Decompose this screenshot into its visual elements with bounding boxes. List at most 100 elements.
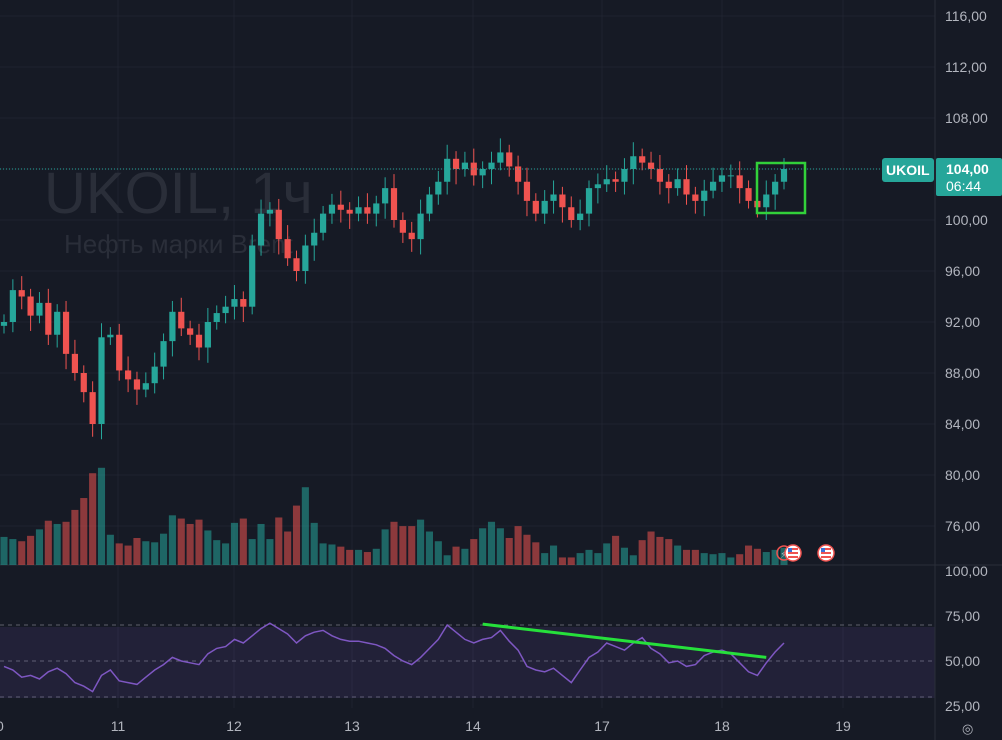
candle-body[interactable] bbox=[780, 169, 788, 182]
candle-body[interactable] bbox=[701, 190, 708, 201]
candle-body[interactable] bbox=[399, 220, 406, 233]
candle-body[interactable] bbox=[27, 296, 34, 316]
candle-body[interactable] bbox=[284, 239, 291, 259]
candle-body[interactable] bbox=[275, 209, 282, 240]
candle-body[interactable] bbox=[470, 162, 477, 176]
candle-body[interactable] bbox=[647, 162, 655, 169]
candle-body[interactable] bbox=[18, 290, 25, 297]
candle-body[interactable] bbox=[488, 162, 495, 169]
candle-body[interactable] bbox=[656, 169, 664, 182]
candle-body[interactable] bbox=[195, 334, 203, 348]
candle-body[interactable] bbox=[514, 166, 522, 182]
candle-body[interactable] bbox=[444, 158, 451, 182]
candle-body[interactable] bbox=[585, 188, 593, 214]
candle-body[interactable] bbox=[178, 311, 185, 329]
settings-gear-icon[interactable]: ◎ bbox=[962, 722, 973, 737]
candle-body[interactable] bbox=[213, 313, 220, 322]
candle-body[interactable] bbox=[142, 383, 149, 390]
candle-body[interactable] bbox=[257, 213, 265, 246]
candle-body[interactable] bbox=[240, 299, 247, 307]
candle-body[interactable] bbox=[337, 204, 344, 210]
candle-body[interactable] bbox=[346, 209, 353, 214]
candle-body[interactable] bbox=[160, 341, 167, 367]
candle-body[interactable] bbox=[736, 175, 743, 189]
candle-body[interactable] bbox=[302, 245, 309, 272]
candle-body[interactable] bbox=[54, 311, 61, 335]
candle-body[interactable] bbox=[683, 179, 690, 195]
candle-body[interactable] bbox=[523, 181, 531, 201]
candle-body[interactable] bbox=[727, 175, 734, 177]
candle-body[interactable] bbox=[382, 188, 389, 204]
candle-body[interactable] bbox=[116, 334, 123, 371]
volume-bar bbox=[186, 523, 194, 565]
candle-body[interactable] bbox=[319, 213, 327, 233]
candle-body[interactable] bbox=[461, 162, 469, 169]
candle-body[interactable] bbox=[231, 299, 238, 307]
candle-body[interactable] bbox=[479, 169, 486, 176]
candle-body[interactable] bbox=[311, 232, 318, 246]
candle-body[interactable] bbox=[674, 179, 681, 189]
candle-body[interactable] bbox=[266, 209, 274, 214]
candle-body[interactable] bbox=[408, 232, 415, 240]
candle-body[interactable] bbox=[772, 181, 779, 195]
us-flag-icon[interactable] bbox=[784, 544, 802, 562]
candle-body[interactable] bbox=[718, 175, 726, 182]
us-flag-icon[interactable] bbox=[817, 544, 835, 562]
candle-body[interactable] bbox=[559, 194, 566, 208]
candle-body[interactable] bbox=[373, 203, 380, 214]
candle-body[interactable] bbox=[293, 258, 300, 271]
candle-body[interactable] bbox=[355, 207, 362, 214]
candle-body[interactable] bbox=[577, 213, 584, 220]
candle-body[interactable] bbox=[45, 302, 52, 335]
candle-body[interactable] bbox=[89, 392, 96, 424]
candle-body[interactable] bbox=[541, 200, 548, 214]
candle-body[interactable] bbox=[630, 156, 637, 169]
candle-body[interactable] bbox=[9, 290, 16, 322]
rsi-trendline[interactable] bbox=[482, 622, 767, 659]
candle-body[interactable] bbox=[435, 181, 442, 195]
candle-body[interactable] bbox=[71, 353, 79, 373]
candle-body[interactable] bbox=[151, 366, 158, 384]
candle-body[interactable] bbox=[133, 379, 141, 390]
candle-body[interactable] bbox=[36, 302, 43, 316]
candle-body[interactable] bbox=[364, 207, 371, 214]
candle-body[interactable] bbox=[709, 181, 717, 191]
candle-body[interactable] bbox=[550, 194, 557, 201]
candle-body[interactable] bbox=[80, 373, 87, 393]
candle-body[interactable] bbox=[417, 213, 424, 240]
candle-body[interactable] bbox=[603, 179, 610, 185]
candle-body[interactable] bbox=[745, 188, 752, 201]
candle-body[interactable] bbox=[497, 152, 504, 163]
symbol-badge[interactable] bbox=[882, 158, 934, 182]
volume-bar bbox=[718, 553, 726, 565]
candlestick-series[interactable] bbox=[0, 138, 788, 440]
price-tick-label: 100,00 bbox=[945, 212, 988, 228]
candle-body[interactable] bbox=[62, 311, 70, 354]
candle-body[interactable] bbox=[169, 311, 176, 342]
volume-bar bbox=[53, 523, 61, 565]
candle-body[interactable] bbox=[187, 328, 194, 335]
candle-body[interactable] bbox=[0, 322, 8, 326]
candle-body[interactable] bbox=[204, 322, 211, 348]
candle-body[interactable] bbox=[763, 194, 770, 208]
candle-body[interactable] bbox=[98, 337, 105, 424]
volume-bar bbox=[709, 554, 717, 565]
candle-body[interactable] bbox=[532, 200, 539, 214]
candle-body[interactable] bbox=[665, 181, 672, 189]
candle-body[interactable] bbox=[568, 207, 575, 220]
candle-body[interactable] bbox=[452, 158, 460, 169]
candle-body[interactable] bbox=[506, 152, 513, 167]
candle-body[interactable] bbox=[222, 306, 229, 314]
candle-body[interactable] bbox=[594, 184, 601, 189]
candle-body[interactable] bbox=[390, 188, 398, 220]
candle-body[interactable] bbox=[692, 194, 699, 201]
candle-body[interactable] bbox=[612, 179, 619, 182]
candle-body[interactable] bbox=[639, 156, 646, 163]
candle-body[interactable] bbox=[124, 370, 132, 380]
candle-body[interactable] bbox=[249, 245, 256, 307]
candle-body[interactable] bbox=[621, 169, 628, 182]
candle-body[interactable] bbox=[426, 194, 433, 214]
candle-body[interactable] bbox=[328, 204, 336, 214]
candle-body[interactable] bbox=[107, 334, 114, 338]
